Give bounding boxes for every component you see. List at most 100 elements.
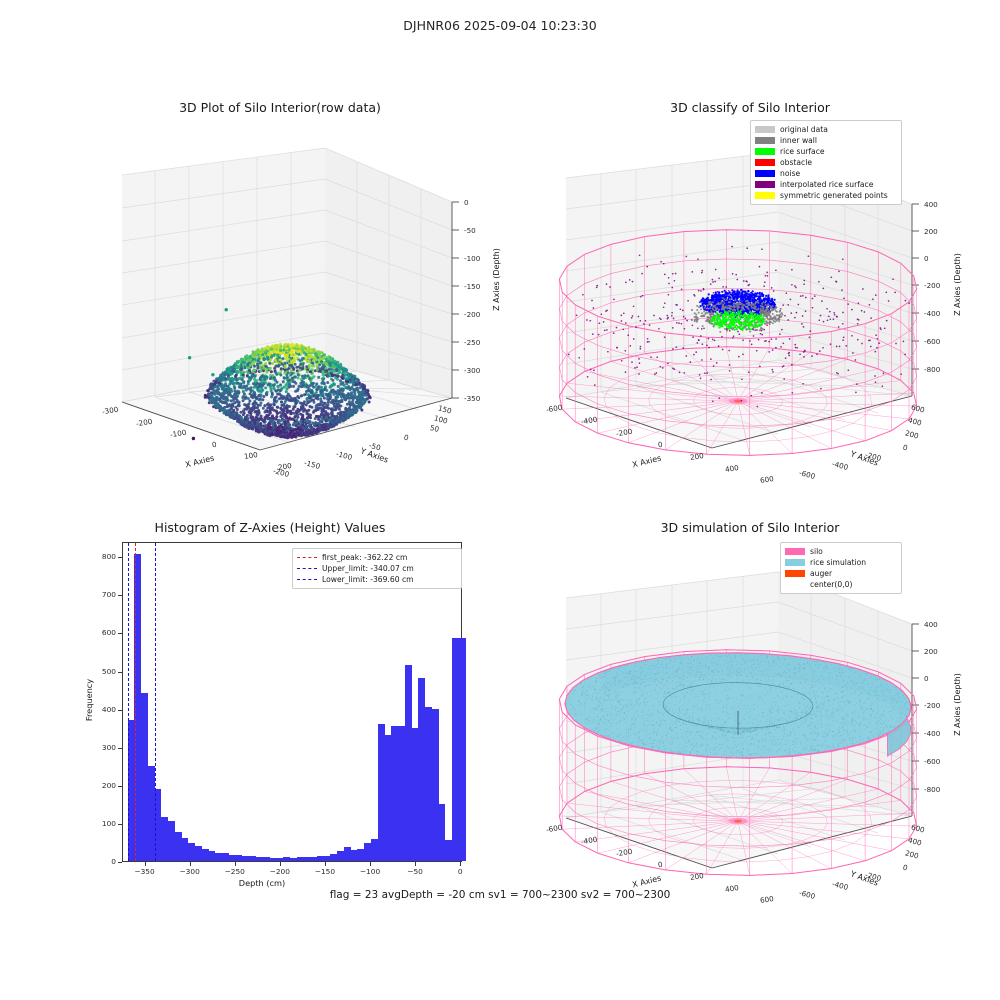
panel-raw-3d-plot: 3D Plot of Silo Interior(row data) <box>60 100 500 480</box>
classify-legend[interactable]: original data inner wall rice surface ob… <box>750 120 902 205</box>
histogram-x-tick: −350 <box>134 867 155 876</box>
histogram-plot-area[interactable] <box>122 542 466 862</box>
sim-z-tick-2: 0 <box>924 674 929 683</box>
legend-swatch-symmetric-generated-points <box>755 192 775 199</box>
legend-item-rice-simulation: rice simulation <box>785 557 896 568</box>
histogram-y-tick: 500 <box>101 666 116 676</box>
histogram-y-axis-label: Frequency <box>84 678 95 722</box>
simulation-3d-axes-svg <box>558 571 919 876</box>
histogram-bar <box>228 854 236 861</box>
histogram-x-tickmark <box>370 862 371 866</box>
histogram-bar <box>147 765 155 861</box>
histogram-y-tickmark <box>118 557 122 559</box>
legend-label-lower-limit: Lower_limit: -369.60 cm <box>322 575 414 584</box>
sim-x-tick-3: 0 <box>657 859 664 870</box>
raw-z-tick-2: -100 <box>464 254 481 263</box>
figure-suptitle: DJHNR06 2025-09-04 10:23:30 <box>403 18 597 33</box>
legend-item-silo: silo <box>785 546 896 557</box>
classify-z-tick-1: 200 <box>924 227 938 236</box>
sim-z-tick-4: -400 <box>924 729 941 738</box>
histogram-x-tickmark <box>460 862 462 866</box>
legend-label-center: center(0,0) <box>810 580 853 589</box>
raw-z-tick-6: -300 <box>464 366 481 375</box>
legend-swatch-rice-simulation <box>785 559 805 566</box>
simulation-rice-surface <box>564 652 912 759</box>
legend-item-inner-wall: inner wall <box>755 135 896 146</box>
legend-label-interpolated-rice-surface: interpolated rice surface <box>780 180 874 189</box>
classify-point-cluster <box>693 288 784 333</box>
sim-z-axis-label: Z Axies (Depth) <box>952 673 962 736</box>
histogram-x-tick: −200 <box>269 867 290 876</box>
legend-item-upper-limit: Upper_limit: -340.07 cm <box>297 563 456 574</box>
histogram-upper_limit-line <box>154 543 156 861</box>
legend-swatch-auger <box>785 570 805 577</box>
raw-z-axis-label: Z Axies (Depth) <box>491 248 501 311</box>
histogram-x-tickmark <box>189 862 191 866</box>
panel-classify-3d-plot: 3D classify of Silo Interior <box>520 100 980 485</box>
histogram-legend[interactable]: first_peak: -362.22 cm Upper_limit: -340… <box>292 548 462 589</box>
simulation-silo-wireframe <box>558 649 918 876</box>
classify-x-tick-3: 0 <box>657 439 664 450</box>
raw-z-tick-7: -350 <box>464 394 481 403</box>
histogram-y-tick: 700 <box>101 590 116 600</box>
classify-z-tick-2: 0 <box>924 254 929 263</box>
histogram-bar <box>438 803 446 861</box>
histogram-y-tickmark <box>118 747 122 749</box>
legend-label-obstacle: obstacle <box>780 158 813 167</box>
histogram-x-tick: −150 <box>314 867 336 876</box>
legend-swatch-inner-wall <box>755 137 775 144</box>
classify-x-tick-6: 600 <box>759 473 775 486</box>
legend-item-auger: auger <box>785 568 896 579</box>
histogram-y-tick: 300 <box>101 742 116 752</box>
histogram-y-tickmark <box>118 633 122 635</box>
raw-x-tick-3: 0 <box>211 439 218 450</box>
histogram-bars <box>123 543 466 861</box>
classify-3d-axes[interactable]: -600 -400 -200 0 200 400 600 X Axies -60… <box>520 130 980 485</box>
simulation-legend[interactable]: silo rice simulation auger center(0,0) <box>780 542 902 594</box>
legend-line-first-peak <box>297 557 317 558</box>
sim-z-tick-0: 400 <box>924 620 938 629</box>
sim-z-tick-6: -800 <box>924 785 941 794</box>
classify-z-tick-5: -600 <box>924 337 941 346</box>
histogram-bar <box>174 832 182 861</box>
histogram-bar <box>154 788 162 861</box>
raw-z-tick-3: -150 <box>464 282 481 291</box>
histogram-x-tick: −300 <box>179 867 200 876</box>
legend-label-original-data: original data <box>780 125 828 134</box>
histogram-bar <box>431 708 439 861</box>
histogram-bar <box>208 851 216 861</box>
panel-classify-title: 3D classify of Silo Interior <box>670 100 830 115</box>
histogram-first_peak-line <box>134 543 136 861</box>
histogram-lower_limit-line <box>127 543 129 861</box>
histogram-y-tickmark <box>118 709 122 711</box>
histogram-bar <box>188 842 196 861</box>
histogram-y-tick: 0 <box>111 857 116 866</box>
legend-item-symmetric-generated-points: symmetric generated points <box>755 190 896 201</box>
histogram-bar <box>357 848 365 861</box>
sim-z-tick-3: -200 <box>924 701 941 710</box>
histogram-bar <box>337 851 344 861</box>
histogram-bar <box>249 856 256 861</box>
classify-3d-axes-svg <box>558 151 919 456</box>
histogram-bar <box>310 857 317 861</box>
histogram-bar <box>452 638 459 861</box>
histogram-bar <box>458 638 466 861</box>
histogram-bar <box>256 856 263 861</box>
histogram-bar <box>323 855 331 861</box>
histogram-bar <box>303 856 311 861</box>
legend-label-symmetric-generated-points: symmetric generated points <box>780 191 888 200</box>
histogram-x-tick: −50 <box>407 867 423 876</box>
classify-z-axis-label: Z Axies (Depth) <box>952 253 962 316</box>
histogram-bar <box>289 857 297 861</box>
simulation-3d-axes[interactable]: -600 -400 -200 0 200 400 600 X Axies -60… <box>520 550 980 905</box>
histogram-bar <box>168 821 175 861</box>
classify-z-tick-6: -800 <box>924 365 941 374</box>
legend-label-silo: silo <box>810 547 823 556</box>
raw-z-tick-4: -200 <box>464 310 481 319</box>
raw-3d-axes[interactable]: -300 -200 -100 0 100 200 X Axies -200 -1… <box>60 130 501 480</box>
classify-z-tick-0: 400 <box>924 200 938 209</box>
legend-label-rice-simulation: rice simulation <box>810 558 867 567</box>
histogram-x-tickmark <box>415 862 416 866</box>
histogram-y-tickmark <box>118 671 122 673</box>
